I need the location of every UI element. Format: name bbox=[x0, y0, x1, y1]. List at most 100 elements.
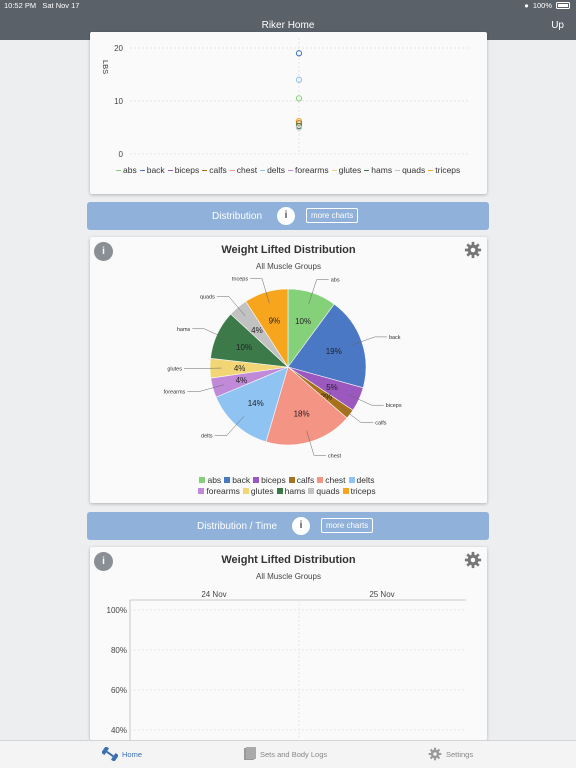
status-bar: 10:52 PM Sat Nov 17 ● 100% bbox=[0, 0, 576, 12]
pie-legend-swatch bbox=[288, 477, 295, 483]
pie-category-label-hams: hams bbox=[177, 327, 191, 333]
pie-legend-label: glutes bbox=[250, 486, 274, 496]
scatter-y-tick-label: 10 bbox=[114, 97, 123, 106]
pie-leader-line-hams bbox=[192, 328, 228, 340]
pie-legend-item-back: back bbox=[224, 475, 250, 486]
status-time: 10:52 PM Sat Nov 17 bbox=[4, 1, 80, 10]
pie-legend-label: quads bbox=[316, 486, 340, 496]
distribution-info-button[interactable]: i bbox=[277, 207, 295, 225]
battery-percent: 100% bbox=[532, 1, 552, 10]
pie-value-label-chest: 18% bbox=[294, 409, 310, 418]
pie-legend-item-delts: delts bbox=[348, 475, 375, 486]
pie-value-label-calfs: 2% bbox=[321, 392, 333, 401]
time-y-tick-label: 40% bbox=[111, 726, 127, 735]
scatter-legend-item-triceps: triceps bbox=[428, 165, 460, 176]
distribution-time-label: Distribution / Time bbox=[197, 521, 278, 532]
pie-legend-swatch bbox=[199, 477, 206, 483]
scatter-chart: LBS 0 10 20 bbox=[101, 38, 470, 159]
pie-leader-line-calfs bbox=[340, 406, 374, 423]
pie-legend-swatch bbox=[342, 488, 349, 494]
scatter-legend-item-abs: abs bbox=[116, 165, 137, 176]
scatter-legend-label: hams bbox=[371, 165, 393, 175]
up-button[interactable]: Up bbox=[551, 20, 564, 31]
pie-legend-label: back bbox=[232, 475, 251, 485]
pie-value-label-glutes: 4% bbox=[234, 364, 246, 373]
pie-value-label-back: 19% bbox=[326, 347, 342, 356]
wifi-icon: ● bbox=[524, 1, 529, 10]
scatter-legend-swatch bbox=[331, 169, 337, 171]
scatter-point-calfs bbox=[295, 120, 303, 127]
scatter-legend-swatch bbox=[260, 169, 266, 171]
pie-category-label-chest: chest bbox=[328, 453, 342, 459]
scatter-legend-label: glutes bbox=[338, 165, 362, 175]
pie-leader-line-triceps bbox=[250, 278, 270, 304]
tab-home[interactable]: Home bbox=[102, 747, 142, 761]
pie-legend-label: biceps bbox=[261, 475, 286, 485]
pie-category-label-calfs: calfs bbox=[375, 421, 387, 427]
pie-category-label-glutes: glutes bbox=[167, 366, 182, 372]
scatter-legend-item-chest: chest bbox=[229, 165, 257, 176]
scatter-legend-swatch bbox=[288, 169, 294, 171]
scatter-legend-swatch bbox=[202, 169, 208, 171]
pie-leader-line-biceps bbox=[348, 394, 384, 406]
time-chart-title: Weight Lifted Distribution bbox=[221, 554, 356, 566]
pie-chart-title: Weight Lifted Distribution bbox=[221, 244, 356, 256]
pie-legend-label: delts bbox=[356, 475, 375, 485]
scatter-legend-item-quads: quads bbox=[395, 165, 425, 176]
tab-bar: Home Sets and Body Logs Settings bbox=[0, 740, 576, 768]
scatter-legend-label: triceps bbox=[435, 165, 461, 175]
pie-legend-item-forearms: forearms bbox=[198, 486, 240, 497]
scatter-y-tick-label: 0 bbox=[119, 150, 124, 159]
pie-legend-item-calfs: calfs bbox=[288, 475, 314, 486]
pie-legend-item-biceps: biceps bbox=[253, 475, 286, 486]
pie-legend-label: triceps bbox=[350, 486, 376, 496]
distribution-time-info-button[interactable]: i bbox=[292, 517, 310, 535]
pie-legend-label: chest bbox=[325, 475, 346, 485]
pie-chart-subtitle: All Muscle Groups bbox=[256, 262, 321, 271]
pie-legend-item-hams: hams bbox=[276, 486, 306, 497]
pie-legend-swatch bbox=[308, 488, 315, 494]
scatter-legend-item-glutes: glutes bbox=[331, 165, 362, 176]
pie-legend-swatch bbox=[276, 488, 283, 494]
time-settings-gear-icon[interactable] bbox=[464, 551, 482, 569]
pie-value-label-hams: 10% bbox=[236, 343, 252, 352]
pie-legend: abs back biceps calfs chest delts forearms glut… bbox=[90, 475, 487, 497]
pie-legend-swatch bbox=[224, 477, 231, 483]
pie-category-label-biceps: biceps bbox=[386, 403, 402, 409]
pie-legend-swatch bbox=[242, 488, 249, 494]
gear-icon bbox=[428, 747, 442, 761]
tab-home-label: Home bbox=[122, 749, 143, 759]
time-x-tick-label: 25 Nov bbox=[369, 590, 394, 599]
distribution-more-charts-button[interactable]: more charts bbox=[306, 208, 359, 223]
scatter-legend-item-hams: hams bbox=[364, 165, 392, 176]
time-x-tick-label: 24 Nov bbox=[201, 590, 226, 599]
pie-legend-label: hams bbox=[284, 486, 306, 496]
pie-value-label-delts: 14% bbox=[248, 399, 264, 408]
distribution-time-more-charts-button[interactable]: more charts bbox=[321, 518, 374, 533]
pie-settings-gear-icon[interactable] bbox=[464, 241, 482, 259]
scatter-legend-item-forearms: forearms bbox=[288, 165, 329, 176]
pie-value-label-abs: 10% bbox=[295, 317, 311, 326]
scatter-legend-label: calfs bbox=[209, 165, 227, 175]
status-right: ● 100% bbox=[524, 1, 570, 10]
tab-sets-and-body-logs[interactable]: Sets and Body Logs bbox=[244, 747, 327, 761]
pie-leader-line-quads bbox=[216, 296, 246, 317]
time-y-tick-label: 100% bbox=[107, 606, 127, 615]
pie-category-label-back: back bbox=[389, 335, 401, 341]
pie-leader-line-delts bbox=[214, 416, 244, 436]
pie-info-button[interactable]: i bbox=[94, 242, 113, 261]
time-chart-subtitle: All Muscle Groups bbox=[256, 572, 321, 581]
tab-settings[interactable]: Settings bbox=[428, 747, 473, 761]
pie-legend-item-glutes: glutes bbox=[242, 486, 274, 497]
pie-value-label-quads: 4% bbox=[251, 326, 263, 335]
scatter-legend-swatch bbox=[139, 169, 145, 171]
pie-legend-swatch bbox=[348, 477, 355, 483]
pie-value-label-forearms: 4% bbox=[236, 376, 248, 385]
time-y-tick-label: 60% bbox=[111, 686, 127, 695]
pie-chart: 10% abs 19% back 5% biceps 2% calfs 18% chest 14% d… bbox=[164, 277, 402, 459]
pie-category-label-delts: delts bbox=[201, 434, 213, 440]
scatter-point-abs bbox=[295, 95, 303, 102]
scatter-chart-card: LBS 0 10 20 abs back biceps calfs chest delts for… bbox=[90, 32, 487, 194]
time-info-button[interactable]: i bbox=[94, 552, 113, 571]
scatter-y-tick-label: 20 bbox=[114, 44, 123, 53]
